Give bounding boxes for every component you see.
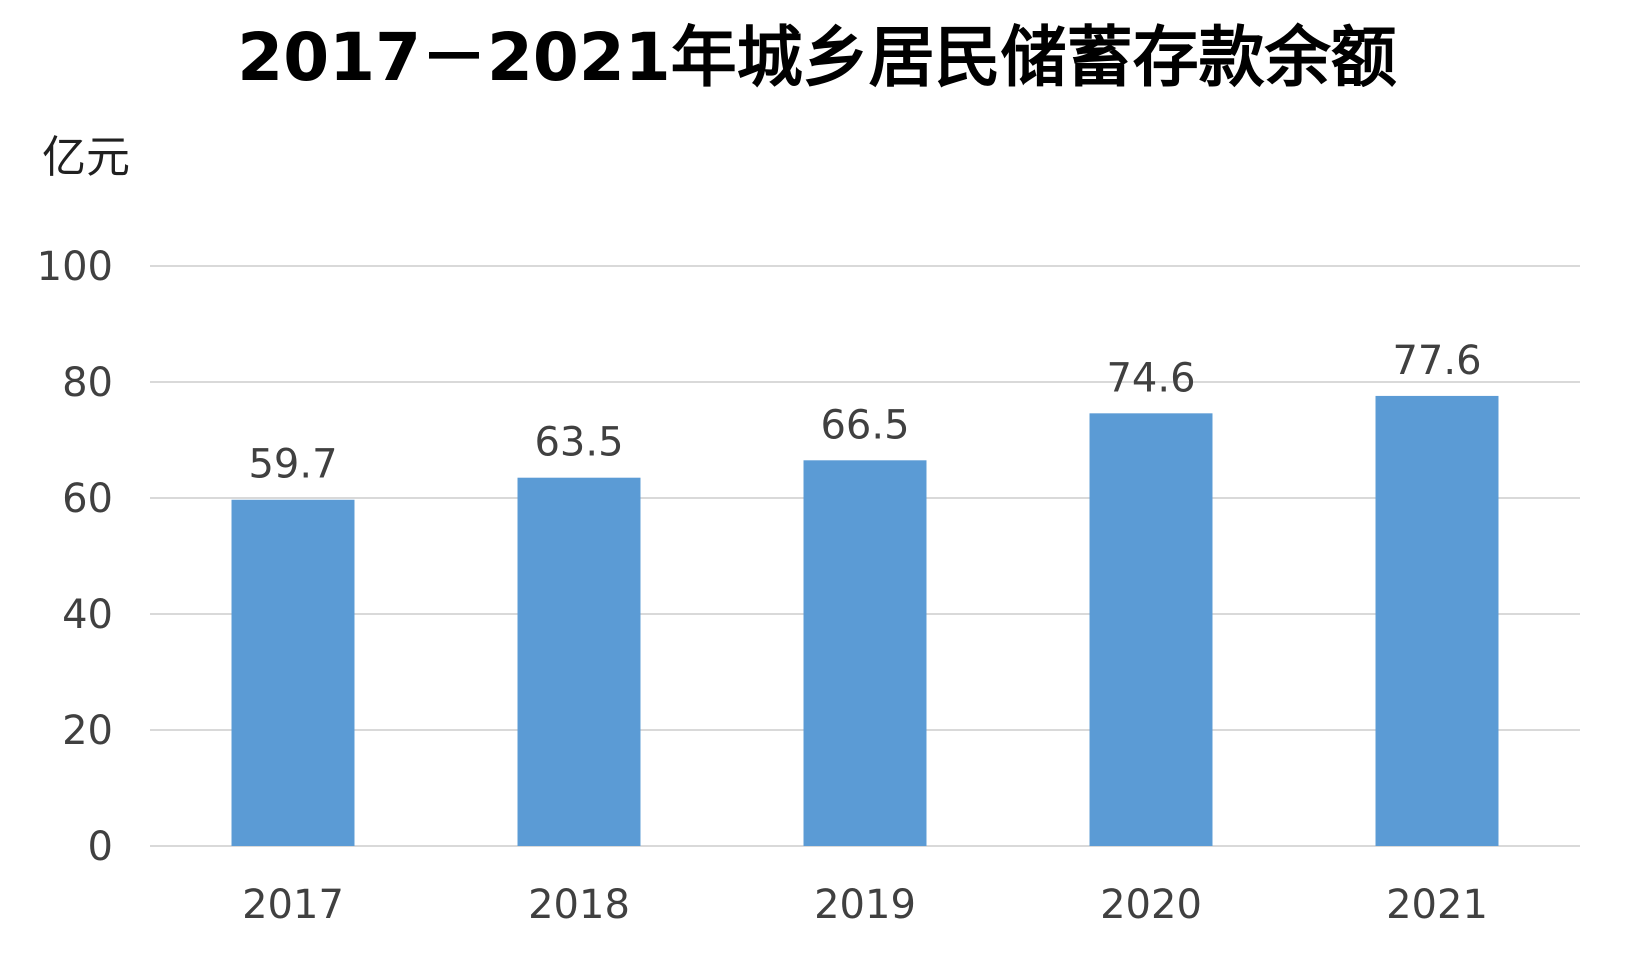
y-tick-label-20: 20	[62, 708, 113, 754]
data-label-2017: 59.7	[248, 442, 337, 488]
bars	[231, 395, 1499, 846]
x-tick-label-2018: 2018	[528, 882, 630, 928]
x-axis-ticks: 2017 2018 2019 2020 2021	[242, 882, 1488, 928]
y-axis-unit-label: 亿元	[42, 132, 130, 183]
data-label-2019: 66.5	[820, 402, 909, 448]
y-tick-label-0: 0	[88, 824, 113, 870]
x-tick-label-2017: 2017	[242, 882, 344, 928]
bar-2020	[1089, 413, 1213, 846]
data-label-2021: 77.6	[1392, 338, 1481, 384]
x-tick-label-2021: 2021	[1386, 882, 1488, 928]
data-labels: 59.7 63.5 66.5 74.6 77.6	[248, 338, 1481, 488]
x-tick-label-2020: 2020	[1100, 882, 1202, 928]
x-tick-label-2019: 2019	[814, 882, 916, 928]
y-tick-label-80: 80	[62, 360, 113, 406]
bar-2021	[1375, 395, 1499, 846]
y-tick-label-60: 60	[62, 476, 113, 522]
y-axis-ticks: 0 20 40 60 80 100	[37, 244, 113, 870]
data-label-2020: 74.6	[1106, 355, 1195, 401]
y-tick-label-40: 40	[62, 592, 113, 638]
y-tick-label-100: 100	[37, 244, 113, 290]
bar-2017	[231, 499, 355, 846]
data-label-2018: 63.5	[534, 420, 623, 466]
bar-2019	[803, 460, 927, 846]
bar-2018	[517, 477, 641, 846]
chart-title: 2017－2021年城乡居民储蓄存款余额	[237, 19, 1397, 96]
